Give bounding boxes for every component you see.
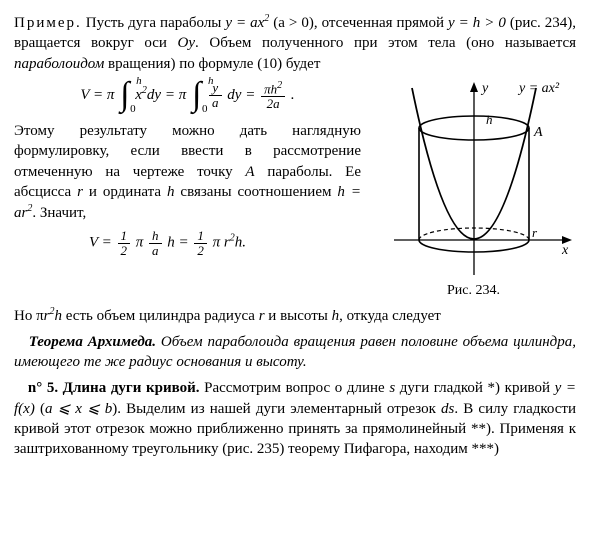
curve-label: y = ax²: [517, 81, 560, 96]
example-label: Пример.: [14, 15, 82, 31]
figure-234: y y = ax² h A r x Рис. 234.: [371, 80, 576, 301]
theorem-title: Теорема Архимеда.: [29, 334, 156, 350]
paragraph-1: Пример. Пусть дуга параболы y = ax2 (a >…: [14, 12, 576, 74]
figure-caption: Рис. 234.: [371, 282, 576, 301]
h-label: h: [486, 112, 493, 127]
paragraph-4: n° 5. Длина дуги кривой. Рассмотрим вопр…: [14, 378, 576, 459]
axis-y-label: y: [480, 81, 489, 96]
r-label: r: [532, 225, 538, 240]
theorem-archimedes: Теорема Архимеда. Объем параболоида вращ…: [14, 332, 576, 373]
section-title: n° 5. Длина дуги кривой.: [28, 380, 200, 396]
axis-x-label: x: [561, 243, 569, 258]
paragraph-3: Но πr2h есть объем цилиндра радиуса r и …: [14, 305, 576, 326]
point-A-label: A: [533, 125, 543, 140]
